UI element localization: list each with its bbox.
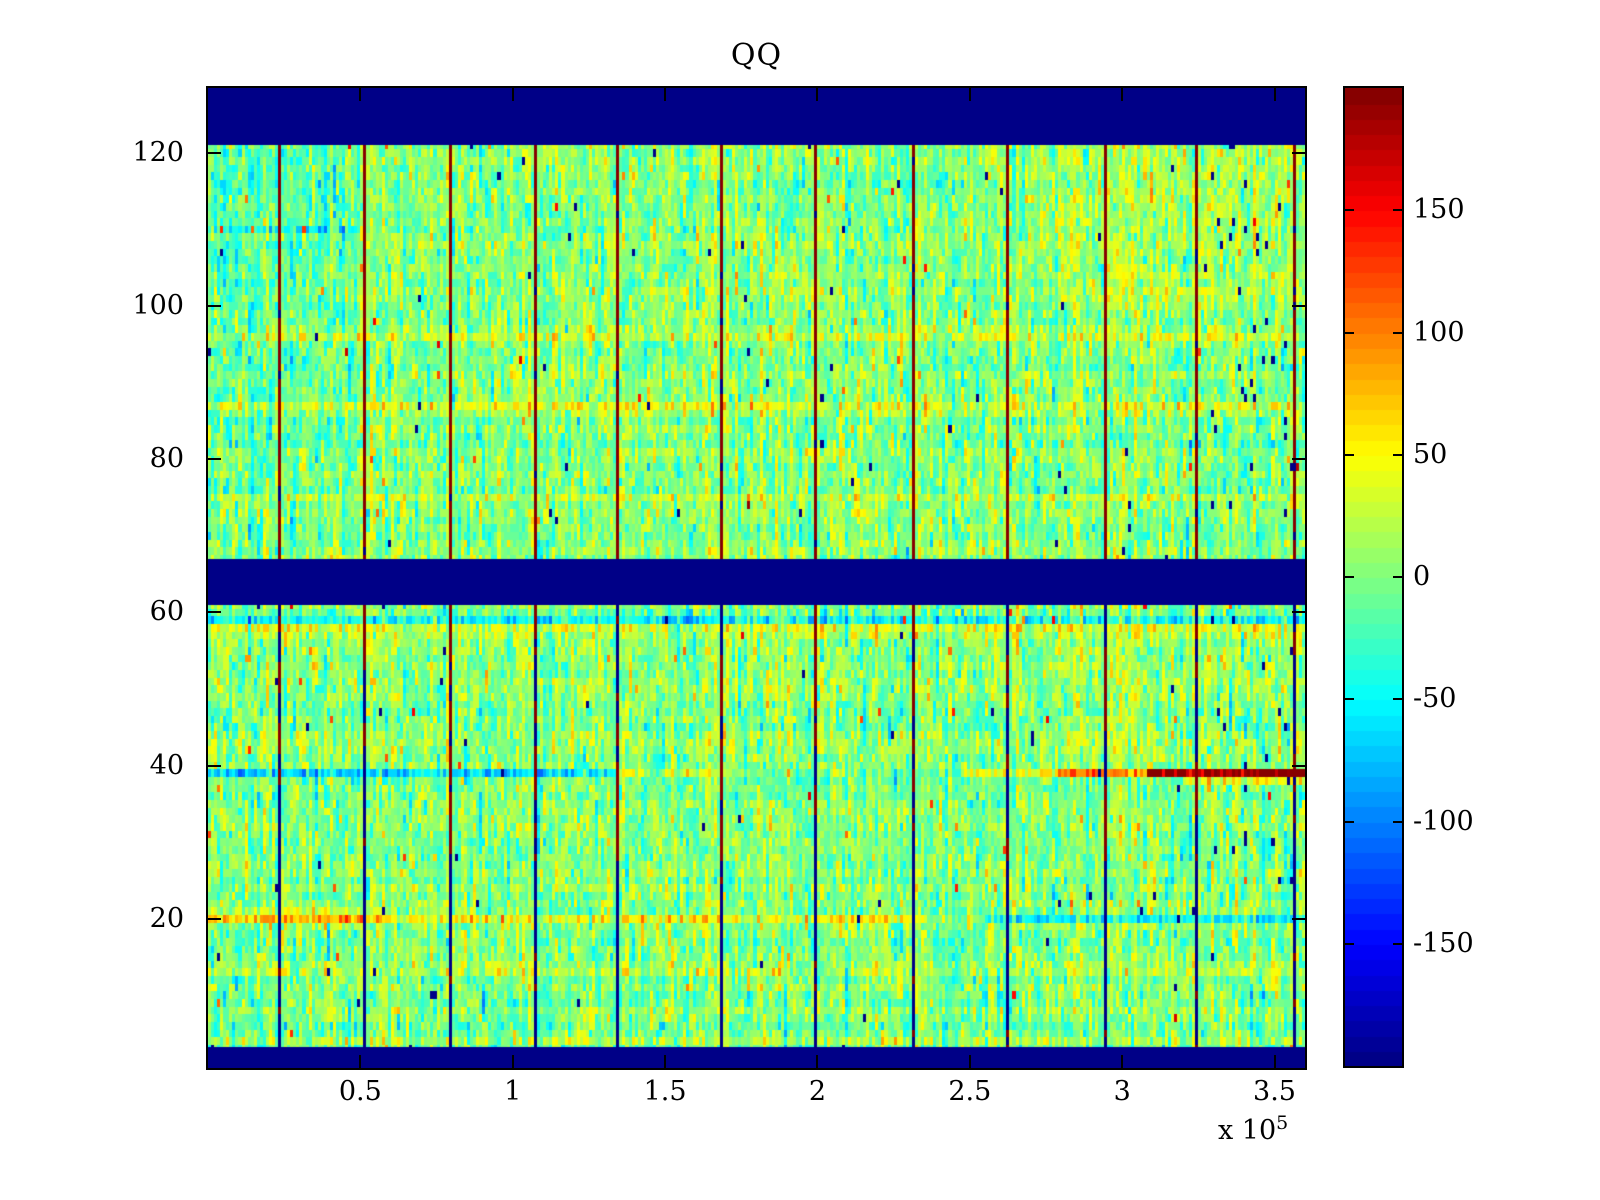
colorbar-tick-label: 150: [1413, 194, 1465, 226]
colorbar-tick-right: [1393, 820, 1402, 823]
y-axis-tick: [208, 764, 221, 767]
x-axis-tick: [664, 1055, 667, 1068]
y-axis-tick-label: 80: [149, 443, 184, 475]
colorbar-tick-label: -50: [1413, 683, 1457, 715]
y-axis-tick: [208, 305, 221, 308]
x-axis-tick-top: [816, 88, 819, 101]
colorbar-tick-right: [1393, 331, 1402, 334]
x-axis-tick: [816, 1055, 819, 1068]
y-axis-tick-label: 120: [132, 137, 184, 169]
x-axis-offset-label: x 105: [1218, 1112, 1288, 1146]
x-axis-tick-top: [1273, 88, 1276, 101]
colorbar-tick: [1345, 331, 1354, 334]
y-axis-tick-right: [1292, 764, 1305, 767]
x-axis-offset-exponent: 5: [1276, 1112, 1289, 1134]
y-axis-tick: [208, 917, 221, 920]
x-axis-tick-label: 2.5: [948, 1076, 992, 1107]
y-axis-tick-right: [1292, 458, 1305, 461]
colorbar-tick-label: -100: [1413, 805, 1474, 837]
colorbar-tick-right: [1393, 453, 1402, 456]
colorbar-tick-right: [1393, 209, 1402, 212]
colorbar-tick-right: [1393, 698, 1402, 701]
x-axis-tick-label: 2: [808, 1076, 827, 1107]
colorbar-tick: [1345, 698, 1354, 701]
x-axis-tick: [1121, 1055, 1124, 1068]
colorbar-tick-label: -150: [1413, 927, 1474, 959]
x-axis-tick-top: [359, 88, 362, 101]
y-axis-tick-label: 100: [132, 290, 184, 322]
x-axis-tick-label: 0.5: [338, 1076, 382, 1107]
y-axis-tick: [208, 458, 221, 461]
x-axis-tick-label: 1.5: [643, 1076, 687, 1107]
colorbar-tick-right: [1393, 942, 1402, 945]
colorbar-tick-right: [1393, 576, 1402, 578]
y-axis-tick-label: 60: [149, 596, 184, 628]
plot-title: QQ: [730, 38, 783, 73]
x-axis-tick-label: 1: [504, 1076, 522, 1107]
x-axis-tick: [359, 1055, 362, 1068]
y-axis-tick-label: 40: [149, 749, 184, 781]
x-axis-tick-top: [1121, 88, 1124, 101]
x-axis-tick-label: 3.5: [1253, 1076, 1296, 1107]
y-axis-tick-label: 20: [149, 902, 184, 934]
colorbar-canvas: [1345, 88, 1402, 1066]
y-axis-tick: [208, 611, 221, 614]
x-axis-tick-top: [664, 88, 667, 101]
colorbar-tick-label: 50: [1413, 438, 1448, 470]
x-axis-tick: [1273, 1055, 1276, 1068]
y-axis-tick-right: [1292, 611, 1305, 614]
y-axis-tick-right: [1292, 152, 1305, 155]
y-axis-tick-right: [1292, 917, 1305, 920]
x-axis-tick-label: 3: [1113, 1076, 1131, 1107]
colorbar: [1343, 86, 1404, 1068]
colorbar-tick: [1345, 453, 1354, 456]
y-axis-tick: [208, 152, 221, 155]
colorbar-tick: [1345, 209, 1354, 212]
x-axis-tick-top: [511, 88, 514, 101]
x-axis-offset-base: x 10: [1218, 1115, 1277, 1146]
colorbar-tick: [1345, 820, 1354, 823]
x-axis-tick: [968, 1055, 971, 1068]
y-axis-tick-right: [1292, 305, 1305, 308]
heatmap-canvas: [208, 88, 1305, 1068]
x-axis-tick: [511, 1055, 514, 1068]
colorbar-tick: [1345, 942, 1354, 945]
heatmap-plot-area: [206, 86, 1307, 1070]
colorbar-tick-label: 0: [1413, 561, 1431, 592]
colorbar-tick: [1345, 576, 1354, 578]
colorbar-tick-label: 100: [1413, 316, 1465, 348]
x-axis-tick-top: [968, 88, 971, 101]
